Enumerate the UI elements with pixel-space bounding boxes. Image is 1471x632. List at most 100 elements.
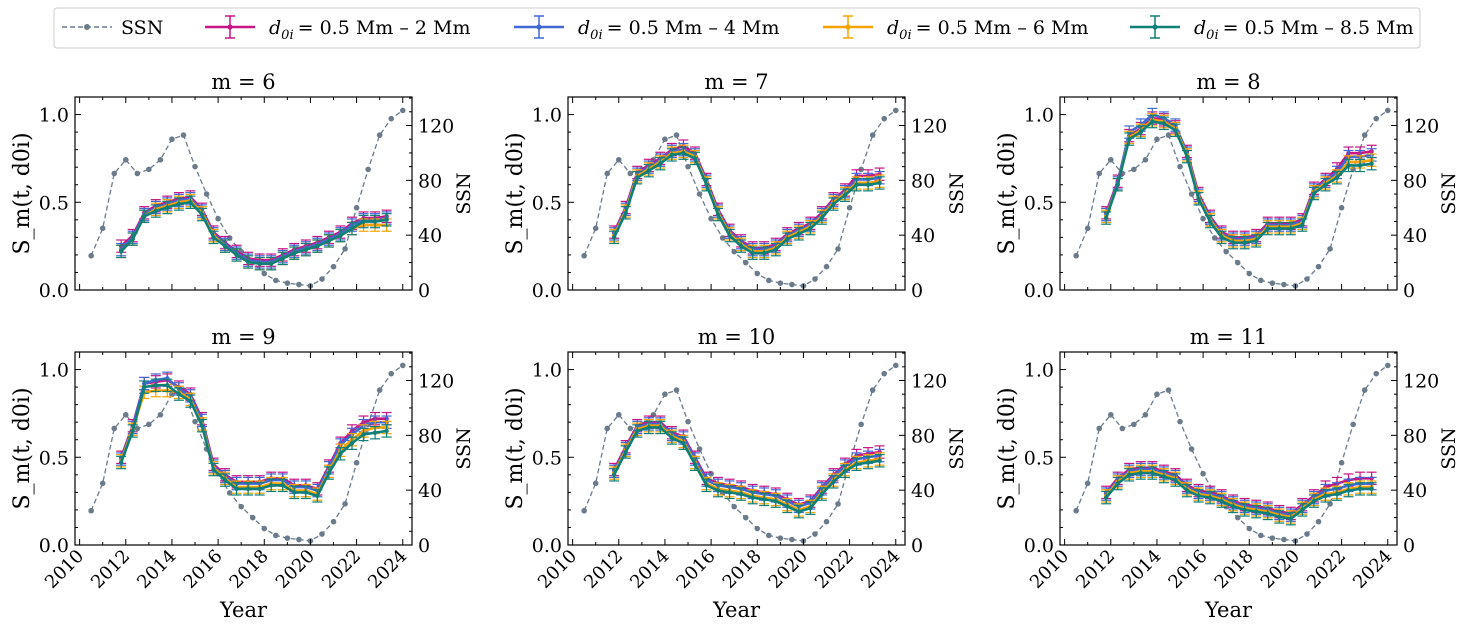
ssn-point — [731, 503, 737, 510]
series-point — [199, 212, 205, 217]
series-point — [658, 161, 663, 166]
series-point — [1253, 238, 1259, 244]
series-point — [280, 256, 285, 261]
ssn-point — [869, 132, 876, 138]
series-point — [681, 150, 686, 156]
series-point — [1127, 472, 1132, 478]
series-point — [1103, 215, 1109, 221]
series-point — [292, 250, 297, 256]
series-point — [303, 247, 309, 252]
legend-series-range: = 0.5 Mm – 4 Mm — [607, 17, 780, 39]
ssn-point — [1084, 480, 1091, 487]
x-tick-label: 2020 — [272, 546, 319, 593]
ssn-point — [192, 163, 198, 170]
ssn-point — [1096, 170, 1103, 177]
y2-tick-label: 0 — [911, 535, 923, 557]
y-axis-label: S_m(t, d0i) — [10, 132, 35, 254]
series-point — [635, 175, 640, 180]
series-point — [819, 215, 825, 221]
ssn-line — [1075, 364, 1389, 542]
ssn-point — [261, 270, 268, 277]
ssn-point — [1107, 156, 1114, 163]
ssn-point — [1373, 370, 1380, 377]
series-point — [842, 193, 848, 198]
y-tick-label: 0.5 — [532, 447, 562, 469]
y2-tick-label: 40 — [418, 225, 442, 247]
ssn-point — [766, 277, 772, 284]
ssn-point — [777, 280, 784, 286]
series-point — [635, 428, 640, 434]
axes-frame — [567, 351, 906, 546]
ssn-point — [1154, 136, 1160, 143]
series-point — [234, 252, 239, 258]
series-point — [245, 486, 251, 492]
series-point — [1150, 470, 1155, 476]
series-line — [1104, 120, 1372, 244]
ssn-point — [1384, 362, 1391, 369]
x-tick-label: 2018 — [719, 546, 766, 593]
ssn-point — [823, 518, 830, 525]
ssn-point — [869, 387, 876, 393]
series-point — [326, 238, 332, 244]
series-line — [1105, 471, 1372, 520]
ssn-point — [1269, 535, 1276, 541]
series-4 — [116, 195, 392, 271]
series-point — [1288, 226, 1294, 231]
y-axis-label: S_m(t, d0i) — [995, 132, 1020, 254]
ssn-point — [1338, 204, 1345, 211]
legend-series-range: = 0.5 Mm – 6 Mm — [916, 17, 1089, 39]
legend-item-ssn: SSN — [62, 17, 163, 39]
legend: SSN d0i = 0.5 Mm – 2 Mm d0i = 0.5 Mm – 4 Mm… — [53, 7, 1421, 49]
series-point — [280, 483, 285, 488]
series-point — [1103, 495, 1109, 500]
series-point — [315, 493, 320, 499]
ssn-point — [1142, 156, 1149, 163]
ssn-point — [157, 156, 164, 163]
series-point — [669, 152, 675, 158]
series-4 — [1101, 114, 1377, 250]
series-point — [268, 261, 274, 266]
ssn-line — [90, 364, 404, 542]
y-tick-label: 0.5 — [39, 192, 69, 214]
ssn-point — [1084, 225, 1091, 232]
x-tick-label: 2024 — [857, 546, 904, 593]
ssn-point — [731, 248, 737, 255]
ssn-point — [122, 156, 129, 163]
y2-axis-label: SSN — [453, 427, 475, 469]
y2-tick-label: 120 — [418, 371, 454, 393]
series-point — [738, 243, 744, 249]
ssn-line — [1075, 109, 1389, 287]
ssn-point — [754, 525, 761, 532]
ssn-point — [581, 252, 587, 259]
ssn-point — [1246, 270, 1253, 277]
series-point — [1311, 191, 1317, 196]
ssn-point — [273, 277, 279, 284]
series-point — [1265, 226, 1270, 231]
series-point — [738, 491, 744, 497]
ssn-point — [388, 370, 395, 377]
series-point — [611, 235, 617, 240]
ssn-point — [284, 280, 291, 286]
legend-series-d: d — [269, 17, 281, 39]
series-point — [727, 490, 732, 495]
panel-title: m = 7 — [704, 70, 768, 94]
y2-tick-label: 80 — [418, 425, 442, 447]
series-point — [142, 214, 147, 219]
y-tick-label: 0.5 — [532, 192, 562, 214]
series-point — [669, 435, 675, 441]
series-point — [681, 441, 686, 446]
series-point — [796, 231, 802, 237]
ssn-point — [1281, 536, 1287, 543]
series-point — [808, 226, 813, 231]
series-line — [613, 420, 880, 506]
series-line — [612, 151, 880, 255]
series-point — [1357, 163, 1363, 168]
series-point — [118, 249, 124, 254]
ssn-point — [696, 191, 703, 197]
ssn-point — [719, 235, 726, 241]
series-point — [372, 430, 378, 435]
ssn-point — [1234, 514, 1241, 521]
series-point — [865, 460, 871, 465]
x-axis-label: Year — [712, 598, 761, 622]
x-tick-label: 2020 — [1257, 546, 1304, 593]
